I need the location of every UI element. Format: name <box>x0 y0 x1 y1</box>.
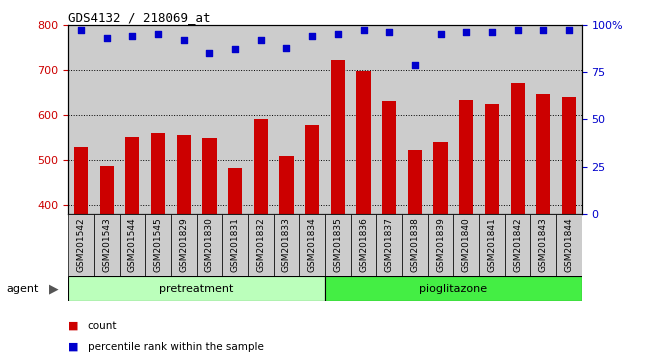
Bar <box>351 214 376 276</box>
Bar <box>300 214 325 276</box>
Bar <box>125 137 140 214</box>
Bar <box>74 147 88 214</box>
Text: GSM201832: GSM201832 <box>256 217 265 272</box>
Point <box>76 28 86 33</box>
Bar <box>305 125 319 214</box>
Text: GSM201841: GSM201841 <box>488 217 497 272</box>
Bar <box>505 214 530 276</box>
Bar <box>479 214 505 276</box>
Bar <box>99 166 114 214</box>
Text: GSM201844: GSM201844 <box>564 217 573 272</box>
Bar <box>248 214 274 276</box>
Bar <box>196 214 222 276</box>
Text: GSM201834: GSM201834 <box>307 217 317 272</box>
Point <box>204 50 214 56</box>
Bar <box>280 156 294 214</box>
Text: GSM201833: GSM201833 <box>282 217 291 272</box>
Point <box>461 29 471 35</box>
Point <box>512 28 523 33</box>
Point <box>436 32 446 37</box>
Bar <box>177 135 191 214</box>
Point <box>153 32 163 37</box>
Point <box>307 33 317 39</box>
Point <box>538 28 549 33</box>
Text: count: count <box>88 321 117 331</box>
Bar <box>428 214 454 276</box>
Text: pretreatment: pretreatment <box>159 284 234 293</box>
Bar <box>274 214 299 276</box>
Text: GSM201840: GSM201840 <box>462 217 471 272</box>
Bar <box>510 84 525 214</box>
Text: ■: ■ <box>68 342 79 352</box>
Bar <box>331 60 345 214</box>
Text: GSM201831: GSM201831 <box>231 217 240 272</box>
Bar <box>68 276 325 301</box>
Bar <box>254 119 268 214</box>
Bar <box>325 276 582 301</box>
Text: GSM201842: GSM201842 <box>513 217 522 272</box>
Text: GSM201829: GSM201829 <box>179 217 188 272</box>
Text: GSM201545: GSM201545 <box>153 217 162 272</box>
Point <box>179 37 189 43</box>
Text: GSM201543: GSM201543 <box>102 217 111 272</box>
Bar <box>94 214 120 276</box>
Bar <box>434 142 448 214</box>
Bar <box>171 214 196 276</box>
Bar <box>530 214 556 276</box>
Bar <box>382 101 396 214</box>
Bar <box>408 150 422 214</box>
Text: ■: ■ <box>68 321 79 331</box>
Bar <box>562 97 576 214</box>
Text: GSM201838: GSM201838 <box>410 217 419 272</box>
Text: GSM201835: GSM201835 <box>333 217 343 272</box>
Text: GSM201837: GSM201837 <box>385 217 394 272</box>
Point <box>384 29 395 35</box>
Bar <box>402 214 428 276</box>
Bar <box>459 99 473 214</box>
Bar <box>146 214 171 276</box>
Text: agent: agent <box>6 284 39 293</box>
Point <box>127 33 138 39</box>
Bar <box>536 94 551 214</box>
Bar <box>556 214 582 276</box>
Bar <box>68 214 94 276</box>
Point <box>101 35 112 41</box>
Point <box>333 32 343 37</box>
Point <box>358 28 369 33</box>
Text: GSM201830: GSM201830 <box>205 217 214 272</box>
Bar <box>228 168 242 214</box>
Bar <box>151 132 165 214</box>
Bar <box>376 214 402 276</box>
Text: GSM201836: GSM201836 <box>359 217 368 272</box>
Text: percentile rank within the sample: percentile rank within the sample <box>88 342 264 352</box>
Bar <box>485 104 499 214</box>
Point <box>281 45 292 50</box>
Text: GSM201843: GSM201843 <box>539 217 548 272</box>
Point <box>255 37 266 43</box>
Point <box>564 28 574 33</box>
Bar <box>356 71 370 214</box>
Point <box>487 29 497 35</box>
Text: ▶: ▶ <box>49 282 58 295</box>
Bar <box>325 214 351 276</box>
Text: GSM201544: GSM201544 <box>128 217 137 272</box>
Point <box>230 47 240 52</box>
Bar <box>454 214 479 276</box>
Point <box>410 62 420 67</box>
Text: GDS4132 / 218069_at: GDS4132 / 218069_at <box>68 11 211 24</box>
Bar <box>222 214 248 276</box>
Text: pioglitazone: pioglitazone <box>419 284 488 293</box>
Text: GSM201839: GSM201839 <box>436 217 445 272</box>
Bar <box>120 214 146 276</box>
Bar <box>202 137 216 214</box>
Text: GSM201542: GSM201542 <box>77 217 86 272</box>
